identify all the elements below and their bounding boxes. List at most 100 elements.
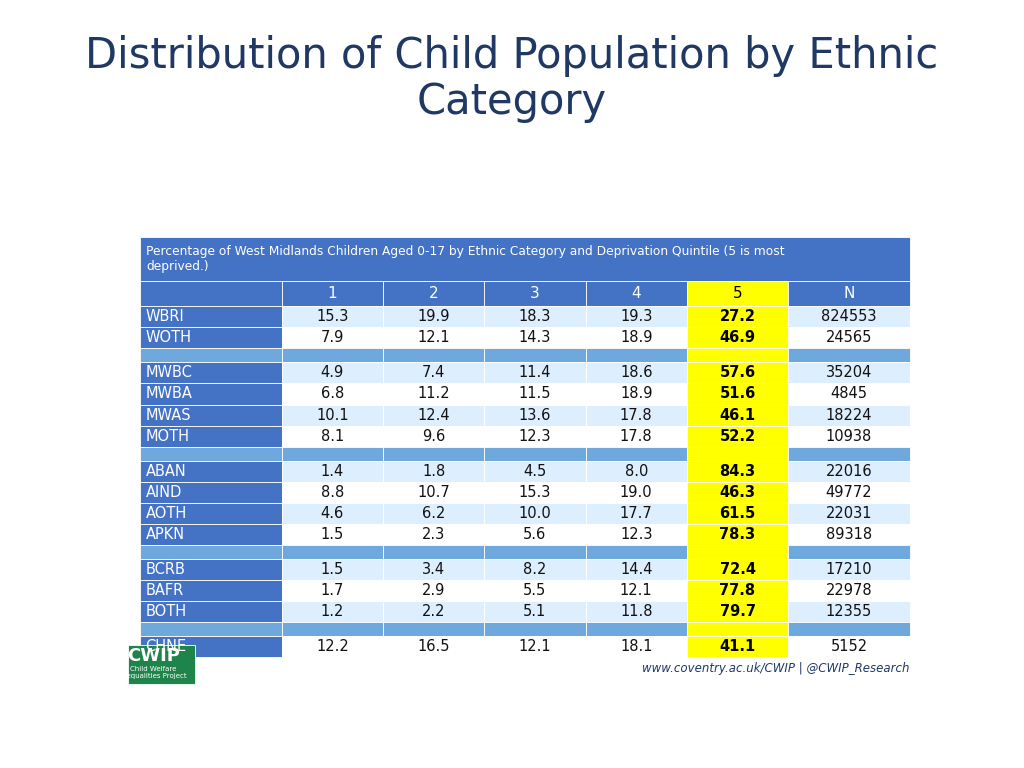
- Bar: [586, 503, 687, 524]
- Text: 1.5: 1.5: [321, 527, 344, 541]
- Text: 84.3: 84.3: [720, 464, 756, 478]
- Text: 5.6: 5.6: [523, 527, 547, 541]
- Text: 7.4: 7.4: [422, 366, 445, 380]
- Bar: [484, 601, 586, 622]
- Bar: [788, 601, 909, 622]
- Bar: [383, 503, 484, 524]
- Text: 2.2: 2.2: [422, 604, 445, 619]
- Text: Percentage of West Midlands Children Aged 0-17 by Ethnic Category and Deprivatio: Percentage of West Midlands Children Age…: [146, 245, 784, 273]
- Text: 22031: 22031: [825, 506, 872, 521]
- Text: 89318: 89318: [826, 527, 872, 541]
- Bar: [383, 559, 484, 580]
- Bar: [140, 503, 282, 524]
- Text: www.coventry.ac.uk/CWIP | @CWIP_Research: www.coventry.ac.uk/CWIP | @CWIP_Research: [642, 662, 909, 674]
- Text: MOTH: MOTH: [145, 429, 189, 444]
- Text: 4.5: 4.5: [523, 464, 547, 478]
- Text: 13.6: 13.6: [519, 408, 551, 422]
- Bar: [383, 383, 484, 405]
- Text: 12355: 12355: [825, 604, 872, 619]
- Bar: [383, 349, 484, 362]
- Text: MWBA: MWBA: [145, 386, 193, 402]
- Bar: [788, 425, 909, 447]
- Text: 10.0: 10.0: [518, 506, 551, 521]
- Bar: [282, 524, 383, 545]
- Bar: [383, 306, 484, 327]
- Bar: [128, 645, 196, 684]
- Bar: [140, 425, 282, 447]
- Bar: [586, 580, 687, 601]
- Bar: [788, 636, 909, 657]
- Bar: [282, 636, 383, 657]
- Text: APKN: APKN: [145, 527, 184, 541]
- Text: 15.3: 15.3: [519, 485, 551, 500]
- Text: 5: 5: [733, 286, 742, 301]
- Bar: [484, 349, 586, 362]
- Bar: [383, 362, 484, 383]
- Bar: [586, 601, 687, 622]
- Bar: [586, 545, 687, 559]
- Bar: [586, 349, 687, 362]
- Text: 3.4: 3.4: [422, 561, 445, 577]
- Text: 1.8: 1.8: [422, 464, 445, 478]
- Bar: [383, 580, 484, 601]
- Text: 24565: 24565: [825, 330, 872, 346]
- Text: 1.7: 1.7: [321, 583, 344, 598]
- Bar: [788, 503, 909, 524]
- Text: 12.3: 12.3: [620, 527, 652, 541]
- Text: 72.4: 72.4: [720, 561, 756, 577]
- Text: 5.5: 5.5: [523, 583, 547, 598]
- Bar: [687, 327, 788, 349]
- Text: 12.1: 12.1: [620, 583, 652, 598]
- Text: 14.3: 14.3: [519, 330, 551, 346]
- Bar: [687, 281, 788, 306]
- Bar: [788, 327, 909, 349]
- Text: 10.1: 10.1: [316, 408, 348, 422]
- Text: 10.7: 10.7: [417, 485, 450, 500]
- Text: 49772: 49772: [825, 485, 872, 500]
- Bar: [687, 306, 788, 327]
- Bar: [586, 383, 687, 405]
- Text: 11.2: 11.2: [418, 386, 450, 402]
- Text: 51.6: 51.6: [720, 386, 756, 402]
- Bar: [140, 461, 282, 482]
- Bar: [687, 425, 788, 447]
- Text: 6.8: 6.8: [321, 386, 344, 402]
- Bar: [484, 545, 586, 559]
- Bar: [788, 482, 909, 503]
- Bar: [586, 461, 687, 482]
- Bar: [484, 461, 586, 482]
- Bar: [383, 524, 484, 545]
- Bar: [484, 447, 586, 461]
- Text: BOTH: BOTH: [145, 604, 186, 619]
- Bar: [484, 622, 586, 636]
- Text: WBRI: WBRI: [145, 310, 184, 324]
- Text: AOTH: AOTH: [145, 506, 186, 521]
- Text: Child Welfare
Inequalities Project: Child Welfare Inequalities Project: [121, 667, 187, 679]
- Text: MWBC: MWBC: [145, 366, 193, 380]
- Bar: [282, 580, 383, 601]
- Text: 27.2: 27.2: [720, 310, 756, 324]
- Text: 14.4: 14.4: [620, 561, 652, 577]
- Bar: [586, 306, 687, 327]
- Text: 35204: 35204: [825, 366, 872, 380]
- Bar: [140, 545, 282, 559]
- Bar: [140, 601, 282, 622]
- Bar: [140, 327, 282, 349]
- Bar: [687, 636, 788, 657]
- Bar: [282, 545, 383, 559]
- Bar: [140, 362, 282, 383]
- Text: 18.9: 18.9: [620, 330, 652, 346]
- Text: 8.1: 8.1: [321, 429, 344, 444]
- Text: 17.8: 17.8: [620, 408, 652, 422]
- Bar: [788, 362, 909, 383]
- Text: 11.8: 11.8: [620, 604, 652, 619]
- Text: 46.9: 46.9: [720, 330, 756, 346]
- Bar: [788, 281, 909, 306]
- Bar: [788, 447, 909, 461]
- Bar: [788, 405, 909, 425]
- Bar: [140, 349, 282, 362]
- Text: 4.9: 4.9: [321, 366, 344, 380]
- Text: 46.1: 46.1: [720, 408, 756, 422]
- Bar: [383, 482, 484, 503]
- Text: 41.1: 41.1: [720, 639, 756, 654]
